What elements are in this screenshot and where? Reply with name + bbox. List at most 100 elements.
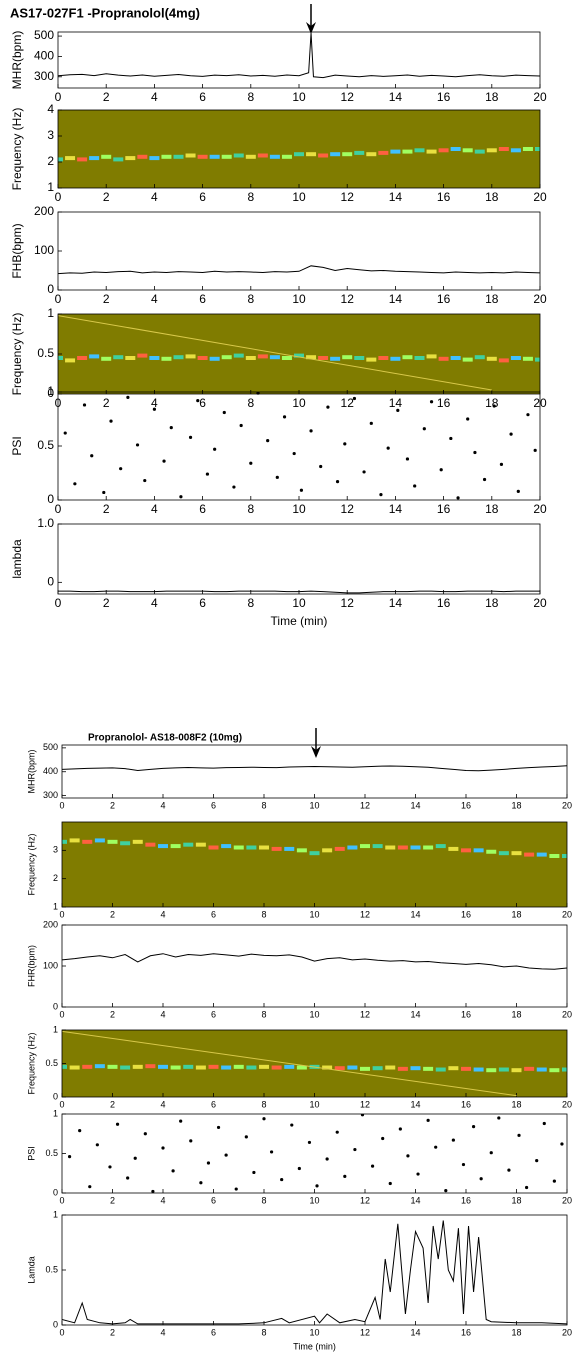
- spectral-peak: [318, 153, 329, 158]
- x-tick-label: 16: [437, 90, 451, 104]
- spectral-peak: [535, 147, 540, 151]
- spectral-peak: [397, 845, 408, 850]
- y-axis-label: Lamda: [26, 1256, 36, 1284]
- spectral-peak: [474, 149, 485, 154]
- scatter-point: [266, 439, 270, 443]
- scatter-point: [319, 464, 323, 469]
- spectral-peak: [438, 148, 449, 153]
- spectral-peak: [107, 1064, 118, 1069]
- x-tick-label: 8: [247, 396, 254, 410]
- spectral-peak: [82, 1064, 93, 1069]
- scatter-point: [152, 407, 156, 411]
- x-tick-label: 20: [533, 292, 547, 306]
- x-tick-label: 2: [110, 1327, 115, 1337]
- spectral-peak: [296, 848, 307, 853]
- spectral-peak: [318, 356, 329, 360]
- spectral-peak: [170, 1065, 181, 1070]
- scatter-point: [280, 1177, 284, 1182]
- spectral-peak: [246, 845, 257, 850]
- plot-area: [58, 524, 540, 594]
- x-tick-label: 10: [309, 1009, 319, 1019]
- spectral-peak: [510, 356, 521, 360]
- x-tick-label: 20: [533, 502, 547, 516]
- scatter-point: [244, 1135, 248, 1139]
- scatter-point: [73, 482, 77, 486]
- x-tick-label: 8: [247, 596, 254, 610]
- x-tick-label: 6: [199, 90, 206, 104]
- scatter-point: [275, 475, 279, 479]
- spectral-peak: [89, 156, 100, 161]
- x-tick-label: 6: [211, 800, 216, 810]
- scatter-point: [492, 404, 496, 408]
- x-tick-label: 12: [341, 396, 355, 410]
- x-tick-label: 14: [410, 1195, 420, 1205]
- spectral-peak: [271, 846, 282, 851]
- spectral-peak: [385, 845, 396, 850]
- spectral-peak: [245, 154, 256, 159]
- spectral-peak: [486, 849, 497, 854]
- x-tick-label: 6: [211, 1195, 216, 1205]
- spectral-peak: [221, 1065, 232, 1070]
- y-axis-label: PSI: [10, 436, 24, 455]
- x-tick-label: 0: [59, 800, 64, 810]
- spectral-peak: [354, 356, 365, 360]
- x-tick-label: 14: [410, 909, 420, 919]
- scatter-point: [422, 427, 426, 431]
- scatter-point: [343, 442, 347, 446]
- x-tick-label: 2: [103, 396, 110, 410]
- spectral-peak: [334, 846, 345, 851]
- x-tick-label: 8: [247, 292, 254, 306]
- x-tick-label: 16: [437, 396, 451, 410]
- spectral-peak: [306, 152, 317, 157]
- spectral-peak: [158, 1064, 168, 1069]
- scatter-point: [326, 405, 330, 409]
- x-tick-label: 0: [55, 596, 62, 610]
- x-tick-label: 4: [160, 800, 165, 810]
- spectral-peak: [132, 839, 143, 844]
- scatter-point: [252, 1170, 256, 1175]
- scatter-point: [151, 1189, 155, 1193]
- x-tick-label: 4: [151, 292, 158, 306]
- spectral-peak: [58, 356, 63, 360]
- x-tick-label: 14: [410, 1009, 420, 1019]
- spectral-peak: [410, 845, 421, 850]
- scatter-point: [162, 459, 166, 463]
- spectral-peak: [296, 1065, 307, 1070]
- scatter-point: [95, 1143, 99, 1147]
- scatter-point: [396, 408, 400, 412]
- scatter-point: [406, 1154, 410, 1158]
- spectral-peak: [58, 157, 63, 162]
- scatter-point: [299, 488, 304, 492]
- spectral-peak: [137, 353, 148, 358]
- x-tick-label: 6: [211, 1009, 216, 1019]
- spectral-peak: [448, 1066, 459, 1071]
- scatter-point: [507, 1168, 511, 1172]
- spectral-peak: [89, 354, 100, 359]
- scatter-point: [456, 496, 460, 500]
- x-tick-label: 4: [151, 596, 158, 610]
- spectral-peak: [435, 844, 446, 849]
- scatter-point: [82, 403, 87, 407]
- scatter-point: [426, 1118, 430, 1122]
- x-tick-label: 10: [292, 502, 306, 516]
- scatter-point: [169, 426, 173, 430]
- y-tick-label: 0: [53, 1001, 58, 1011]
- y-tick-label: 0.5: [37, 438, 54, 452]
- scatter-point: [232, 485, 236, 489]
- x-tick-label: 16: [437, 502, 451, 516]
- x-tick-label: 12: [360, 1009, 370, 1019]
- spectral-peak: [372, 844, 383, 849]
- spectral-peak: [473, 1067, 484, 1072]
- x-tick-label: 4: [151, 396, 158, 410]
- x-axis-label: Time (min): [293, 1341, 336, 1351]
- spectral-peak: [94, 838, 105, 843]
- x-tick-label: 0: [59, 1327, 64, 1337]
- spectral-peak: [65, 358, 76, 363]
- x-tick-label: 10: [292, 396, 306, 410]
- spectral-peak: [245, 356, 256, 360]
- spectral-peak: [390, 356, 401, 361]
- scatter-point: [343, 1174, 347, 1179]
- scatter-point: [256, 392, 260, 395]
